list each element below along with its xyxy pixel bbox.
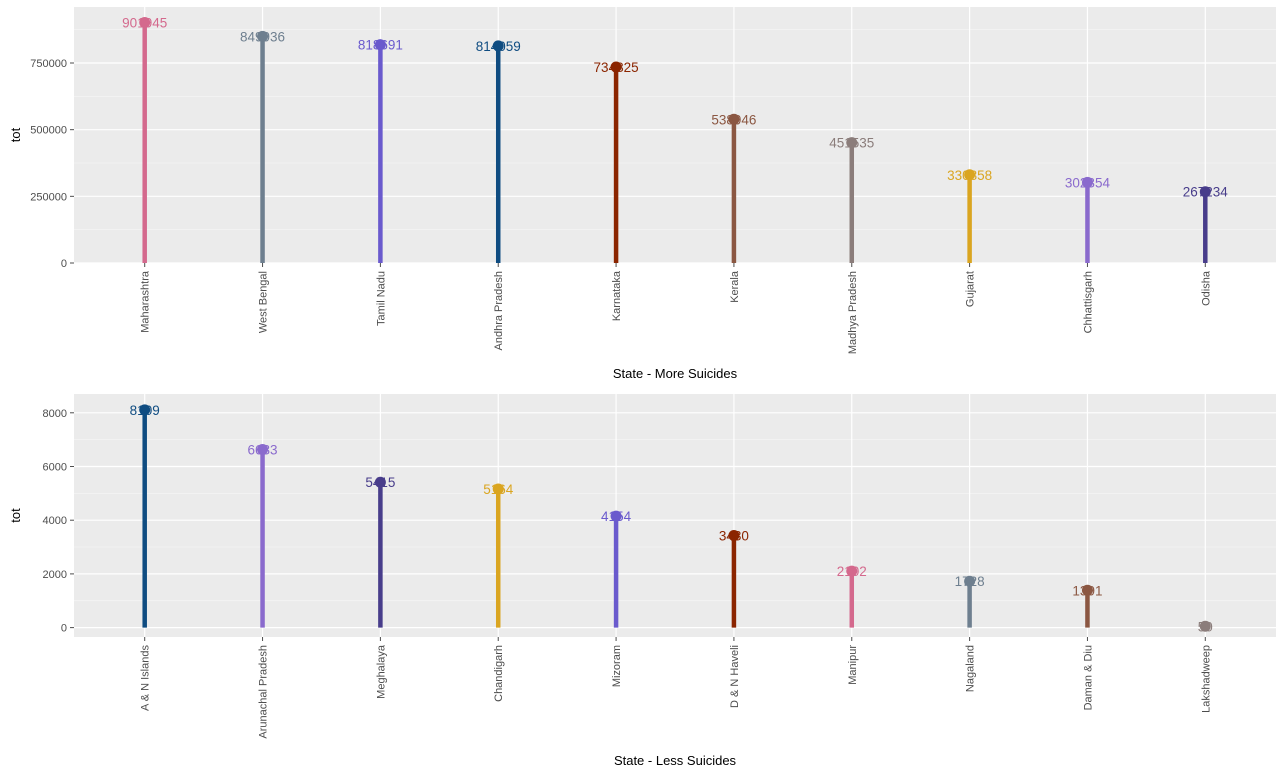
lollipop-point [1081, 176, 1093, 188]
lollipop-point [964, 169, 976, 181]
value-label: 538946 [711, 112, 756, 127]
x-tick-label: Gujarat [965, 271, 977, 307]
x-tick-label: Madhya Pradesh [847, 271, 859, 354]
lollipop-point [728, 113, 740, 125]
x-tick-label: Manipur [847, 645, 859, 685]
value-label: 4154 [601, 509, 632, 524]
lollipop-8: 330858 [947, 168, 992, 263]
y-tick-label: 6000 [43, 461, 67, 473]
lollipop-point [1081, 584, 1093, 596]
x-tick-label: A & N Islands [140, 645, 152, 712]
value-label: 50 [1198, 619, 1213, 634]
lollipop-3: 5415 [365, 475, 395, 628]
y-tick-label: 4000 [43, 515, 67, 527]
y-tick-label: 500000 [30, 125, 67, 137]
value-label: 6633 [248, 443, 278, 458]
lollipop-9: 1391 [1072, 583, 1102, 628]
lollipop-2: 849936 [240, 29, 285, 263]
lollipop-point [610, 510, 622, 522]
x-tick-label: Lakshadweep [1200, 645, 1212, 713]
value-label: 814059 [476, 39, 521, 54]
value-label: 3430 [719, 529, 749, 544]
lollipop-point [374, 476, 386, 488]
lollipop-7: 2102 [837, 564, 867, 628]
value-label: 5164 [483, 482, 514, 497]
lollipop-point [492, 40, 504, 52]
x-tick-label: West Bengal [258, 271, 270, 333]
lollipop-4: 5164 [483, 482, 514, 628]
x-axis-title: State - More Suicides [613, 366, 738, 381]
lollipop-9: 302354 [1065, 175, 1111, 263]
lollipop-1: 8109 [130, 403, 160, 628]
lollipop-3: 818691 [358, 38, 403, 263]
value-label: 734825 [594, 60, 639, 75]
value-label: 267234 [1183, 185, 1229, 200]
lollipop-point [728, 530, 740, 542]
lollipop-6: 3430 [719, 529, 749, 628]
value-label: 330858 [947, 168, 992, 183]
x-tick-label: Maharashtra [140, 270, 152, 333]
lollipop-point [139, 404, 151, 416]
y-tick-label: 0 [61, 258, 67, 270]
lollipop-2: 6633 [248, 443, 278, 628]
plot-background [74, 7, 1276, 263]
lollipop-5: 4154 [601, 509, 632, 628]
value-label: 302354 [1065, 175, 1111, 190]
y-axis-title: tot [8, 508, 23, 523]
lollipop-point [492, 483, 504, 495]
value-label: 2102 [837, 564, 867, 579]
lollipop-point [964, 575, 976, 587]
value-label: 1391 [1072, 583, 1102, 598]
value-label: 5415 [365, 475, 395, 490]
y-axis-title: tot [8, 127, 23, 142]
y-tick-label: 750000 [30, 58, 67, 70]
x-tick-label: D & N Haveli [729, 645, 741, 708]
chart-panel-2: 0 2000 4000 6000 8000 A & N Islands Arunachal … [8, 394, 1276, 768]
x-tick-label: Odisha [1200, 270, 1212, 306]
lollipop-point [257, 30, 269, 42]
lollipop-point [846, 137, 858, 149]
y-tick-label: 0 [61, 623, 67, 635]
lollipop-5: 734825 [594, 60, 639, 263]
value-label: 451535 [829, 136, 874, 151]
lollipop-6: 538946 [711, 112, 756, 263]
x-tick-label: Daman & Diu [1082, 645, 1094, 710]
lollipop-1: 901945 [122, 15, 167, 263]
x-tick-label: Andhra Pradesh [493, 271, 505, 351]
value-label: 1728 [955, 574, 985, 589]
value-label: 849936 [240, 29, 285, 44]
lollipop-4: 814059 [476, 39, 521, 263]
chart-panel-1: 0 250000 500000 750000 Maharashtra West Benga… [8, 7, 1276, 381]
lollipop-point [257, 444, 269, 456]
x-tick-label: Kerala [729, 270, 741, 303]
lollipop-point [1199, 620, 1211, 632]
x-tick-label: Mizoram [611, 645, 623, 687]
lollipop-10: 267234 [1183, 185, 1229, 263]
lollipop-7: 451535 [829, 136, 874, 263]
y-tick-label: 2000 [43, 569, 67, 581]
y-tick-label: 8000 [43, 408, 67, 420]
x-tick-label: Arunachal Pradesh [258, 645, 270, 739]
x-tick-label: Tamil Nadu [375, 271, 387, 326]
plot-background [74, 394, 1276, 637]
value-label: 8109 [130, 403, 160, 418]
lollipop-point [610, 61, 622, 73]
lollipop-point [1199, 186, 1211, 198]
y-tick-label: 250000 [30, 191, 67, 203]
x-axis-title: State - Less Suicides [614, 753, 737, 768]
lollipop-point [139, 16, 151, 28]
x-tick-label: Chandigarh [493, 645, 505, 702]
value-label: 901945 [122, 15, 167, 30]
lollipop-8: 1728 [955, 574, 985, 628]
x-tick-label: Nagaland [965, 645, 977, 692]
x-tick-label: Meghalaya [375, 644, 387, 699]
value-label: 818691 [358, 38, 403, 53]
x-tick-label: Chhattisgarh [1082, 271, 1094, 333]
x-tick-label: Karnataka [611, 270, 623, 321]
lollipop-point [374, 39, 386, 51]
lollipop-10: 50 [1198, 619, 1213, 634]
lollipop-point [846, 565, 858, 577]
